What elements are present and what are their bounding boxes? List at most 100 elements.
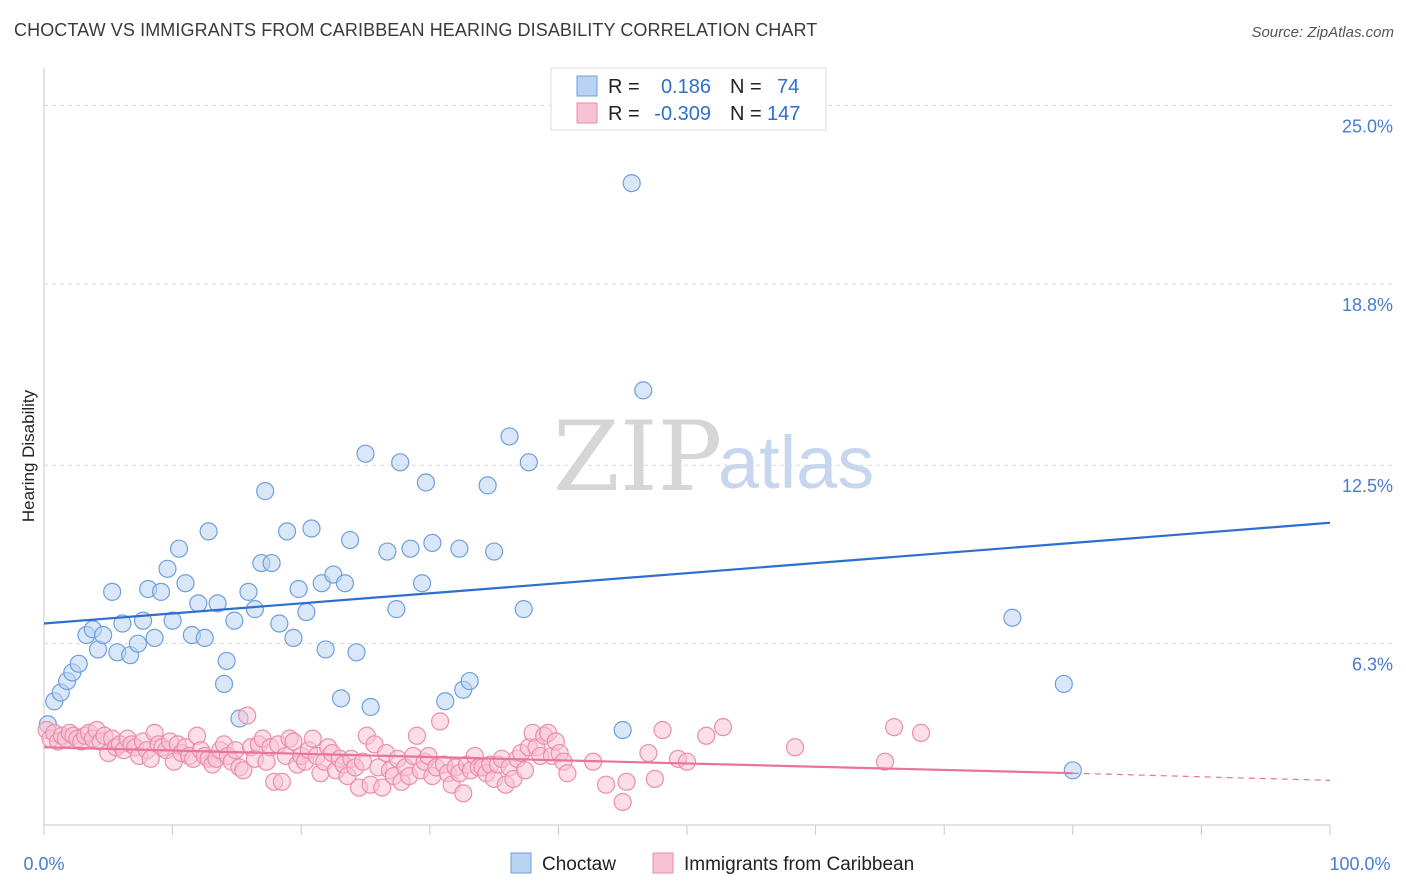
choctaw-point-55 (401, 539, 420, 558)
choctaw-point-64 (485, 542, 504, 561)
choctaw-point-67 (519, 453, 538, 472)
source-credit: Source: ZipAtlas.com (1251, 24, 1394, 41)
choctaw-point-51 (361, 697, 380, 717)
y-axis-title: Hearing Disability (19, 389, 38, 522)
watermark-zip: ZIP (553, 401, 722, 513)
legend-r-value-1: 0.186 (661, 76, 711, 98)
carib-point-146 (785, 738, 805, 757)
choctaw-point-41 (297, 602, 316, 622)
choctaw-trend-line (43, 521, 1331, 625)
choctaw-point-70 (634, 381, 653, 400)
watermark-atlas: atlas (718, 421, 874, 504)
carib-point-141 (653, 720, 672, 740)
carib-point-143 (677, 752, 697, 771)
carib-point-148 (884, 718, 904, 737)
y-tick-label-2: 18.8% (1342, 295, 1393, 315)
choctaw-point-32 (239, 582, 258, 601)
choctaw-point-38 (277, 522, 297, 541)
carib-point-108 (454, 784, 473, 803)
choctaw-point-71 (1003, 608, 1022, 627)
choctaw-point-14 (128, 634, 147, 653)
choctaw-point-12 (113, 614, 132, 633)
choctaw-point-19 (158, 559, 177, 578)
choctaw-point-73 (1063, 761, 1082, 780)
legend-bottom: Choctaw Immigrants from Caribbean (510, 852, 914, 875)
choctaw-point-42 (302, 519, 321, 538)
legend-top: R = 0.186 N = 74 R = -0.309 N = 147 (550, 67, 827, 131)
carib-point-147 (875, 752, 895, 771)
choctaw-point-26 (199, 522, 218, 541)
carib-point-51 (234, 761, 253, 780)
choctaw-point-46 (331, 689, 351, 708)
choctaw-point-59 (436, 692, 455, 711)
legend-r-label-1: R = (608, 76, 640, 98)
legend-n-value-2: 147 (767, 103, 800, 125)
choctaw-point-60 (450, 539, 469, 558)
gridlines (44, 104, 1395, 645)
legend-bottom-carib-swatch (652, 852, 674, 874)
carib-point-61 (272, 772, 292, 791)
carib-point-64 (284, 732, 303, 751)
carib-point-145 (713, 718, 733, 737)
y-tick-labels: 6.3% 12.5% 18.8% 25.0% (1342, 116, 1393, 674)
choctaw-point-35 (256, 482, 275, 501)
choctaw-point-39 (284, 628, 303, 648)
choctaw-point-29 (217, 651, 236, 671)
carib-point-150 (613, 792, 632, 812)
legend-bottom-choctaw-swatch (510, 852, 532, 874)
choctaw-point-36 (262, 553, 281, 573)
trend-lines (43, 521, 1331, 781)
carib-point-52 (238, 706, 257, 725)
choctaw-point-52 (378, 542, 397, 561)
carib-point-139 (639, 743, 658, 763)
carib-point-149 (911, 723, 931, 742)
legend-n-value-1: 74 (777, 76, 799, 98)
legend-choctaw-swatch (576, 75, 598, 97)
choctaw-point-25 (195, 628, 214, 648)
carib-point-69 (303, 729, 322, 748)
carib-point-49 (226, 741, 245, 760)
choctaw-point-30 (225, 611, 244, 630)
y-tick-label-3: 25.0% (1342, 116, 1393, 136)
choctaw-point-20 (163, 611, 182, 630)
choctaw-point-65 (500, 427, 519, 446)
choctaw-point-40 (289, 579, 308, 599)
y-tick-label-0: 6.3% (1352, 655, 1393, 675)
carib-point-144 (697, 726, 716, 745)
y-tick-label-1: 12.5% (1342, 476, 1393, 496)
choctaw-point-66 (514, 600, 533, 619)
carib-point-124 (515, 761, 535, 780)
legend-carib-swatch (576, 102, 598, 124)
choctaw-point-48 (340, 530, 360, 550)
choctaw-point-24 (189, 594, 208, 613)
legend-n-label-1: N = (730, 76, 762, 98)
legend-r-label-2: R = (608, 103, 640, 125)
chart-title: CHOCTAW VS IMMIGRANTS FROM CARIBBEAN HEA… (14, 20, 818, 40)
carib-point-138 (617, 772, 636, 791)
choctaw-point-5 (69, 654, 88, 673)
x-tick-label-max: 100.0% (1329, 854, 1390, 874)
carib-trend-line (43, 746, 1073, 775)
choctaw-point-47 (335, 574, 355, 593)
choctaw-point-10 (103, 582, 122, 601)
choctaw-point-44 (316, 640, 335, 659)
choctaw-point-57 (416, 473, 436, 492)
choctaw-point-28 (214, 674, 234, 694)
carib-trend-line-extension (1072, 772, 1331, 781)
choctaw-point-68 (622, 174, 641, 193)
carib-point-96 (407, 726, 427, 745)
choctaw-point-18 (151, 582, 171, 601)
x-tick-label-min: 0.0% (23, 854, 64, 874)
choctaw-point-72 (1054, 674, 1073, 694)
choctaw-point-63 (478, 476, 497, 495)
carib-point-140 (645, 769, 664, 789)
choctaw-point-37 (270, 614, 289, 633)
legend-bottom-carib-label: Immigrants from Caribbean (684, 854, 914, 875)
choctaw-point-17 (145, 628, 164, 648)
carib-point-87 (373, 778, 392, 797)
choctaw-point-58 (423, 533, 442, 553)
choctaw-point-53 (387, 600, 406, 619)
choctaw-point-62 (460, 671, 479, 691)
choctaw-points (38, 174, 1082, 780)
